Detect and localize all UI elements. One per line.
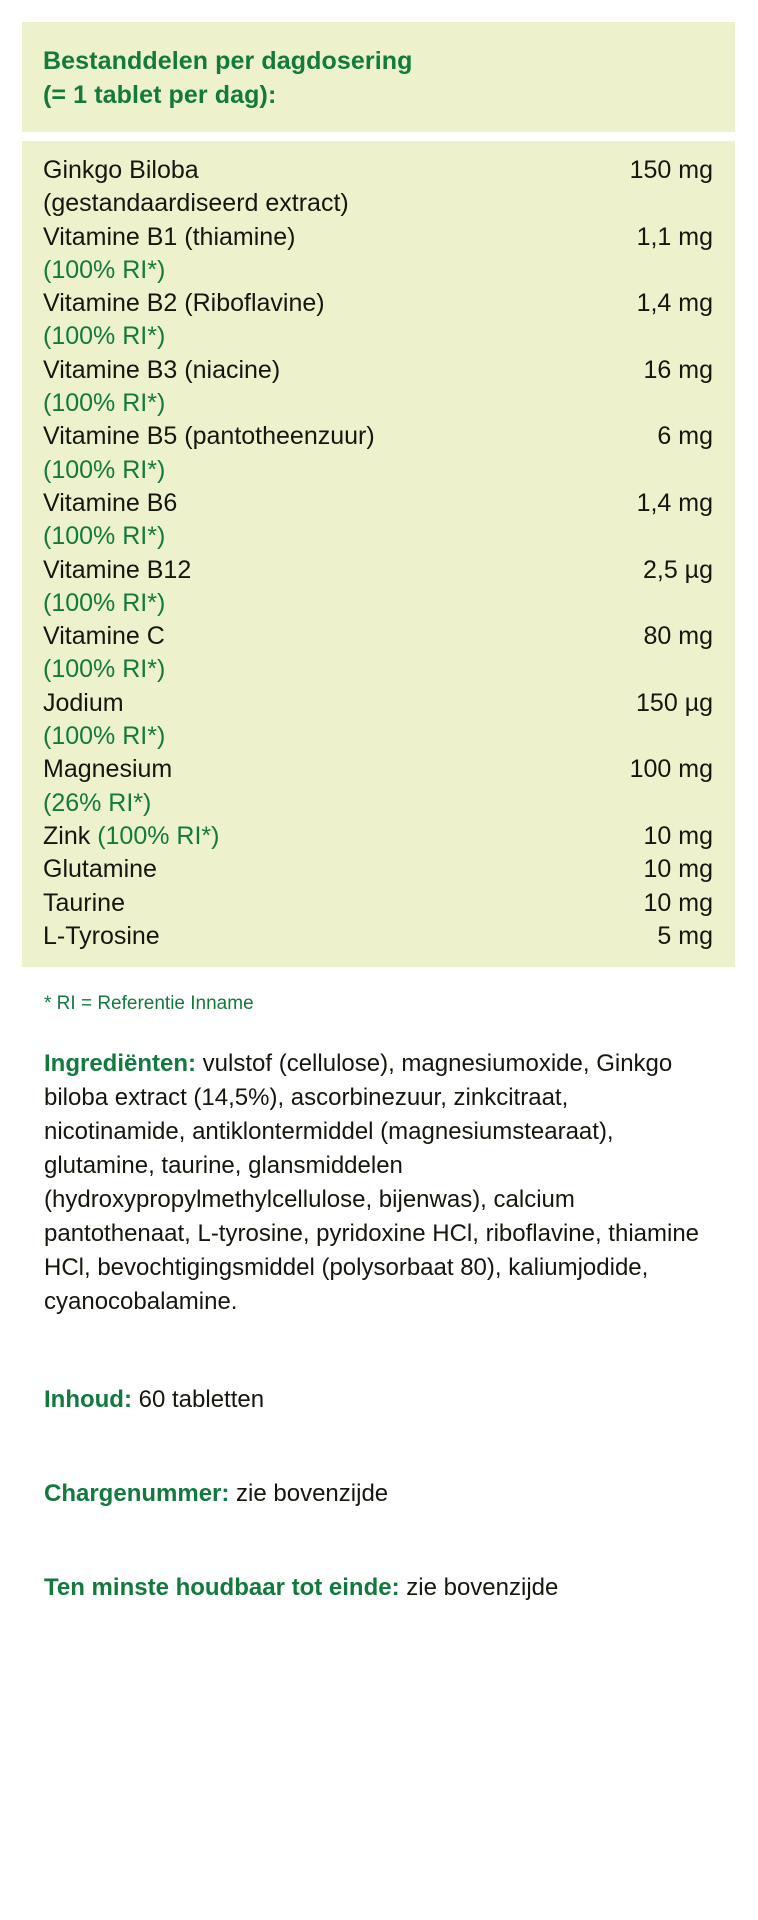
spacer (22, 1417, 735, 1447)
nutrient-value: 1,4 mg (636, 289, 713, 318)
table-row: Taurine 10 mg (43, 887, 713, 920)
best-before-label: Ten minste houdbaar tot einde: (44, 1573, 400, 1601)
spacer (22, 1319, 735, 1353)
contents-label: Inhoud: (44, 1385, 132, 1413)
nutrient-value: 2,5 µg (642, 555, 713, 584)
batch-number-block: Chargenummer: zie bovenzijde (44, 1477, 735, 1511)
nutrient-subline: (100% RI*) (43, 455, 166, 484)
contents-block: Inhoud: 60 tabletten (44, 1383, 735, 1417)
spacer (22, 1511, 735, 1541)
best-before-block: Ten minste houdbaar tot einde: zie boven… (44, 1571, 735, 1605)
batch-number-value: zie bovenzijde (229, 1479, 389, 1507)
nutrition-table-panel: Ginkgo Biloba 150 mg (gestandaardiseerd ex… (22, 141, 735, 968)
nutrient-name: Vitamine B1 (thiamine) (43, 222, 296, 251)
ri-footnote: * RI = Referentie Inname (44, 993, 254, 1015)
nutrient-name: Vitamine B12 (43, 555, 192, 584)
nutrient-value: 1,4 mg (636, 488, 713, 517)
table-row: Glutamine 10 mg (43, 853, 713, 886)
nutrient-name: Vitamine B5 (pantotheenzuur) (43, 422, 375, 451)
nutrient-name: Vitamine B2 (Riboflavine) (43, 289, 325, 318)
nutrient-subline: (100% RI*) (43, 255, 166, 284)
nutrient-name: Vitamine B6 (43, 488, 178, 517)
daily-dose-header-panel: Bestanddelen per dagdosering (= 1 tablet… (22, 22, 735, 132)
table-row: Vitamine B6 1,4 mg (43, 487, 713, 520)
nutrient-value: 150 µg (636, 688, 713, 717)
ingredients-text: vulstof (cellulose), magnesiumoxide, Gin… (44, 1049, 700, 1315)
batch-number-label: Chargenummer: (44, 1479, 230, 1507)
table-row: Vitamine B3 (niacine) 16 mg (43, 354, 713, 387)
table-row: Vitamine C 80 mg (43, 620, 713, 653)
ingredients-label: Ingrediënten: (44, 1049, 197, 1077)
table-row: Vitamine B5 (pantotheenzuur) 6 mg (43, 420, 713, 453)
nutrient-name: Ginkgo Biloba (43, 156, 199, 184)
page-title: Bestanddelen per dagdosering (= 1 tablet… (43, 47, 413, 109)
nutrient-value: 150 mg (629, 156, 713, 184)
table-row: L-Tyrosine 5 mg (43, 920, 713, 953)
nutrient-subline: (100% RI*) (43, 522, 166, 551)
nutrient-subline: (100% RI*) (43, 655, 166, 684)
table-row: Zink (100% RI*) 10 mg (43, 820, 713, 853)
nutrient-name: Taurine (43, 888, 125, 917)
table-row: Vitamine B12 2,5 µg (43, 554, 713, 587)
nutrient-value: 6 mg (657, 422, 713, 451)
nutrient-subline: (100% RI*) (43, 389, 166, 418)
nutrient-value: 1,1 mg (636, 222, 713, 251)
nutrient-value: 10 mg (643, 888, 713, 917)
nutrient-value: 80 mg (643, 622, 713, 651)
nutrient-value: 100 mg (629, 755, 713, 784)
nutrient-ri-inline: (100% RI*) (97, 821, 220, 850)
nutrient-value: 10 mg (643, 821, 713, 850)
contents-value: 60 tabletten (131, 1385, 265, 1413)
nutrient-value: 5 mg (657, 921, 713, 950)
nutrient-name: Jodium (43, 688, 124, 717)
nutrition-table: Ginkgo Biloba 150 mg (gestandaardiseerd ex… (43, 154, 713, 953)
nutrient-subline: (100% RI*) (43, 322, 166, 351)
nutrient-name: Vitamine B3 (niacine) (43, 355, 281, 384)
table-row: Vitamine B2 (Riboflavine) 1,4 mg (43, 287, 713, 320)
nutrient-name: Glutamine (43, 855, 157, 884)
nutrient-name: Magnesium (43, 755, 173, 784)
table-row: Vitamine B1 (thiamine) 1,1 mg (43, 221, 713, 254)
best-before-value: zie bovenzijde (399, 1573, 559, 1601)
table-row: Magnesium 100 mg (43, 753, 713, 786)
panel-divider (22, 132, 735, 141)
table-row: Jodium 150 µg (43, 687, 713, 720)
nutrient-subline: (26% RI*) (43, 788, 152, 817)
nutrient-value: 10 mg (643, 855, 713, 884)
nutrient-name: L-Tyrosine (43, 921, 160, 950)
nutrient-name: Zink (100% RI*) (43, 821, 220, 850)
nutrient-value: 16 mg (643, 355, 713, 384)
nutrient-name: Vitamine C (43, 622, 165, 651)
nutrient-subline: (100% RI*) (43, 722, 166, 751)
ingredients-block: Ingrediënten: vulstof (cellulose), magne… (44, 1047, 735, 1319)
nutrient-subline: (100% RI*) (43, 588, 166, 617)
table-row: Ginkgo Biloba 150 mg (43, 154, 713, 187)
nutrient-subline: (gestandaardiseerd extract) (43, 189, 349, 218)
